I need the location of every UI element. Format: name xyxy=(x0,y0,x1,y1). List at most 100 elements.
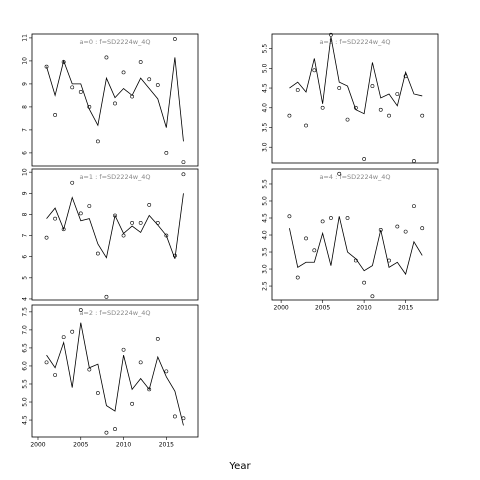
y-tick-label: 5.5 xyxy=(262,179,269,189)
y-tick-label: 5.0 xyxy=(262,196,269,206)
data-point xyxy=(130,220,135,225)
y-tick-label: 6.0 xyxy=(22,361,29,371)
y-tick-label: 4.5 xyxy=(22,415,29,425)
y-tick-label: 5.0 xyxy=(22,397,29,407)
data-point xyxy=(53,373,58,377)
data-point xyxy=(378,228,383,232)
data-point xyxy=(345,216,350,220)
data-point xyxy=(370,294,375,299)
data-point xyxy=(320,219,325,224)
y-tick-label: 3.0 xyxy=(262,264,269,274)
data-point xyxy=(337,171,342,176)
data-point xyxy=(121,233,126,238)
data-point xyxy=(370,84,375,88)
data-point xyxy=(329,216,333,220)
y-tick-label: 7.0 xyxy=(22,325,29,335)
data-point xyxy=(78,90,83,94)
data-point xyxy=(395,92,400,96)
data-point xyxy=(337,86,342,90)
data-point xyxy=(362,280,367,285)
data-point xyxy=(53,113,58,117)
data-point xyxy=(387,113,391,118)
data-point xyxy=(181,160,186,164)
data-point xyxy=(420,226,425,231)
data-point xyxy=(44,360,49,365)
data-point xyxy=(138,220,143,225)
data-point xyxy=(172,253,177,258)
y-tick-label: 11 xyxy=(22,34,29,42)
data-point xyxy=(181,416,186,421)
data-point xyxy=(95,391,100,395)
data-point xyxy=(287,113,292,118)
data-point xyxy=(130,401,135,406)
data-point xyxy=(87,104,92,109)
data-point xyxy=(287,214,292,219)
data-point xyxy=(104,294,109,299)
y-tick-label: 8 xyxy=(22,212,29,216)
y-tick-label: 4.0 xyxy=(262,230,269,240)
panel-title: a=3 : f=SD2224w_4Q xyxy=(319,38,390,46)
data-point xyxy=(164,150,169,155)
panel-title: a=1 : f=SD2224w_4Q xyxy=(79,173,150,181)
y-tick-label: 5.5 xyxy=(262,44,269,54)
data-point xyxy=(61,335,66,339)
y-tick-label: 6 xyxy=(22,255,29,259)
data-point xyxy=(61,60,66,64)
y-tick-label: 10 xyxy=(22,168,29,176)
panel-title: a=2 : f=SD2224w_4Q xyxy=(79,309,150,317)
plot-frame xyxy=(31,304,199,438)
data-point xyxy=(147,203,152,207)
plot-frame xyxy=(271,33,439,164)
data-point xyxy=(44,235,49,240)
y-tick-label: 3.0 xyxy=(262,142,269,152)
series-line xyxy=(46,322,184,426)
data-point xyxy=(53,216,58,221)
data-point xyxy=(304,236,308,241)
panel-title: a=4 : f=SD2224w_4Q xyxy=(319,173,390,181)
y-tick-label: 9 xyxy=(22,191,29,195)
data-point xyxy=(70,85,75,90)
data-point xyxy=(295,275,300,280)
y-tick-label: 5.5 xyxy=(22,379,29,389)
data-point xyxy=(113,213,117,218)
data-point xyxy=(320,105,325,110)
data-point xyxy=(113,427,117,431)
y-tick-label: 7.5 xyxy=(22,307,29,317)
panel: a=0 : f=SD2224w_4Q 6 7 8 9 10 11 xyxy=(22,33,199,167)
data-point xyxy=(295,88,300,92)
data-point xyxy=(121,70,126,75)
panel: a=3 : f=SD2224w_4Q 3.0 3.5 4.0 4.5 5.0 5.5 xyxy=(262,32,439,164)
data-point xyxy=(353,258,358,263)
x-axis-label: Year xyxy=(228,461,251,472)
series-line xyxy=(46,57,184,142)
data-point xyxy=(44,64,49,69)
data-point xyxy=(130,94,135,99)
data-point xyxy=(155,337,160,341)
data-point xyxy=(155,83,160,87)
data-point xyxy=(181,172,186,177)
data-point xyxy=(312,68,317,73)
y-tick-label: 5.0 xyxy=(262,63,269,73)
x-tick-label: 2010 xyxy=(356,305,371,312)
data-point xyxy=(61,227,66,232)
data-point xyxy=(395,224,400,229)
panel-title: a=0 : f=SD2224w_4Q xyxy=(79,38,150,46)
y-tick-label: 7 xyxy=(22,128,29,132)
y-tick-label: 7 xyxy=(22,233,29,237)
data-point xyxy=(353,105,358,110)
plot-frame xyxy=(31,168,199,301)
panel: a=2 : f=SD2224w_4Q 4.5 5.0 5.5 6.0 6.5 7.0 7.5 2… xyxy=(22,304,199,449)
data-point xyxy=(87,367,92,372)
panel: a=4 : f=SD2224w_4Q 2.5 3.0 3.5 4.0 4.5 5.0 5.5 2… xyxy=(262,168,439,312)
data-point xyxy=(70,329,75,334)
data-point xyxy=(87,204,92,208)
data-point xyxy=(164,369,169,374)
data-point xyxy=(403,229,408,234)
data-point xyxy=(78,211,83,216)
data-point xyxy=(362,157,367,161)
plot-frame xyxy=(31,33,199,167)
data-point xyxy=(147,77,152,82)
data-point xyxy=(172,414,177,419)
data-point xyxy=(378,107,383,112)
